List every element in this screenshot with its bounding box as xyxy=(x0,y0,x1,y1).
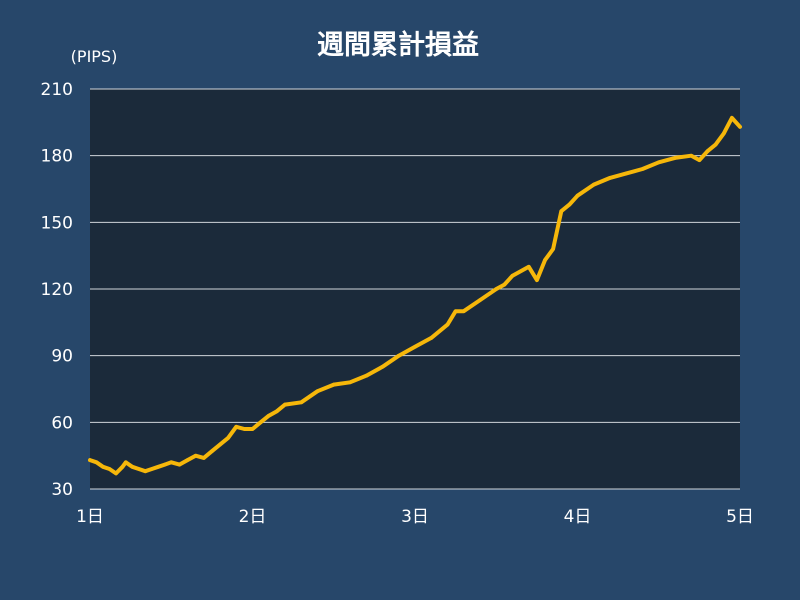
data-point xyxy=(120,465,125,469)
data-point xyxy=(202,456,206,460)
data-point xyxy=(527,265,531,269)
data-point xyxy=(445,322,450,327)
data-point xyxy=(657,160,661,165)
data-point xyxy=(124,460,128,465)
y-tick-label: 150 xyxy=(41,213,73,233)
y-tick-label: 210 xyxy=(41,80,73,100)
y-tick-label: 180 xyxy=(41,147,73,167)
data-point xyxy=(689,153,694,158)
data-point xyxy=(624,171,629,176)
data-point xyxy=(332,382,336,387)
series-line-0 xyxy=(88,115,742,476)
data-point xyxy=(185,458,190,462)
data-point xyxy=(88,458,92,462)
data-point xyxy=(250,427,255,431)
data-point xyxy=(413,345,417,349)
data-point xyxy=(453,309,458,314)
data-point xyxy=(722,131,726,136)
x-tick-label: 3日 xyxy=(401,507,429,527)
data-point xyxy=(494,287,499,291)
x-tick-label: 2日 xyxy=(239,507,267,527)
y-axis-unit-label: (PIPS) xyxy=(71,47,118,66)
y-tick-label: 30 xyxy=(51,480,73,500)
data-point xyxy=(283,402,287,407)
data-point xyxy=(169,460,174,465)
data-point xyxy=(461,309,466,314)
data-point xyxy=(713,142,718,147)
data-point xyxy=(551,247,555,251)
data-point xyxy=(275,409,279,414)
data-point xyxy=(510,273,515,278)
data-point xyxy=(156,465,161,469)
y-tick-label: 60 xyxy=(51,413,73,433)
x-tick-label: 4日 xyxy=(564,507,592,527)
data-point xyxy=(738,125,742,129)
x-tick-label: 5日 xyxy=(726,507,754,527)
series-layer xyxy=(88,115,742,476)
data-point xyxy=(163,462,167,467)
grid-lines xyxy=(90,88,740,490)
data-point xyxy=(267,413,271,418)
data-point xyxy=(130,465,135,469)
data-point xyxy=(502,282,507,287)
data-point xyxy=(730,116,734,120)
data-point xyxy=(348,380,352,385)
data-point xyxy=(193,453,198,458)
data-point xyxy=(478,298,482,302)
data-point xyxy=(258,420,263,425)
data-point xyxy=(567,202,572,207)
data-point xyxy=(640,167,645,171)
data-point xyxy=(299,400,304,405)
x-tick-label: 1日 xyxy=(76,507,104,527)
data-point xyxy=(673,156,677,160)
data-point xyxy=(397,353,401,358)
data-point xyxy=(705,149,710,153)
data-point xyxy=(380,365,385,369)
y-axis-ticks: 30 60 90 120 150 180 210 xyxy=(41,80,73,500)
data-point xyxy=(234,425,238,429)
data-point xyxy=(608,176,612,180)
data-point xyxy=(226,436,230,440)
data-point xyxy=(543,258,547,262)
x-axis-ticks: 1日 2日 3日 4日 5日 xyxy=(76,507,754,527)
data-point xyxy=(94,460,99,465)
data-point xyxy=(107,467,112,471)
data-point xyxy=(150,467,154,471)
data-point xyxy=(218,442,222,447)
data-point xyxy=(575,193,580,198)
data-point xyxy=(143,469,148,474)
data-point xyxy=(315,389,320,394)
y-tick-label: 120 xyxy=(41,280,73,300)
data-point xyxy=(429,336,434,340)
data-point xyxy=(177,462,182,467)
data-point xyxy=(101,465,105,469)
data-point xyxy=(535,278,539,282)
data-point xyxy=(592,182,596,187)
data-point xyxy=(137,467,141,471)
data-point xyxy=(242,427,247,431)
data-point xyxy=(697,158,702,162)
data-point xyxy=(210,449,214,454)
chart-title: 週間累計損益 xyxy=(317,29,479,61)
data-point xyxy=(114,471,118,476)
y-tick-label: 90 xyxy=(51,347,73,367)
data-point xyxy=(364,373,369,378)
data-point xyxy=(559,209,564,213)
